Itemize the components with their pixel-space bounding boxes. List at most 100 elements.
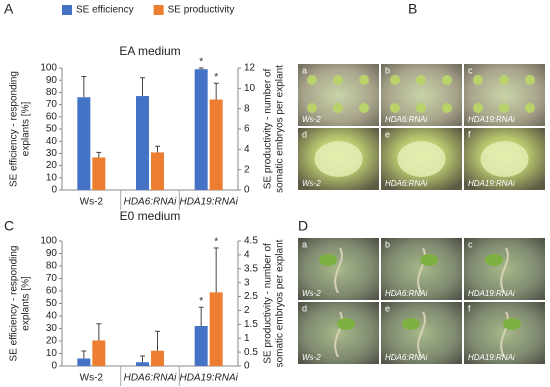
photo-label: HDA6:RNAi bbox=[385, 115, 427, 124]
photo-label: Ws-2 bbox=[302, 115, 321, 124]
bar bbox=[92, 157, 106, 190]
y2-tick-label: 2 bbox=[244, 305, 250, 316]
photo bbox=[381, 64, 462, 126]
y-axis-label: SE efficiency - responding bbox=[9, 246, 20, 362]
photo-letter: d bbox=[302, 303, 307, 313]
x-tick-label: Ws-2 bbox=[80, 197, 104, 208]
bar bbox=[136, 362, 149, 366]
y2-tick-label: 2.5 bbox=[244, 291, 258, 302]
bar bbox=[77, 97, 91, 190]
explant bbox=[525, 103, 535, 113]
photo-letter: a bbox=[302, 65, 307, 75]
y-tick-label: 0 bbox=[51, 185, 57, 196]
chart-title: E0 medium bbox=[120, 209, 181, 223]
y-tick-label: 90 bbox=[46, 75, 58, 86]
seedling bbox=[334, 247, 343, 294]
y-tick-label: 60 bbox=[46, 286, 58, 297]
y2-tick-label: 4.5 bbox=[244, 236, 258, 247]
y2-tick-label: 3 bbox=[244, 277, 250, 288]
photo bbox=[464, 64, 545, 126]
explant bbox=[390, 75, 400, 85]
y-tick-label: 80 bbox=[46, 87, 58, 98]
photo-letter: e bbox=[385, 303, 390, 313]
y2-tick-label: 4 bbox=[244, 144, 250, 155]
explant bbox=[473, 75, 483, 85]
photo-letter: a bbox=[302, 239, 307, 249]
legend-label: SE productivity bbox=[168, 5, 235, 16]
y-tick-label: 90 bbox=[46, 248, 58, 259]
y2-tick-label: 0 bbox=[244, 185, 250, 196]
seedling bbox=[500, 311, 509, 358]
y-tick-label: 0 bbox=[51, 361, 57, 372]
y2-tick-label: 10 bbox=[244, 83, 256, 94]
y2-tick-label: 1.5 bbox=[244, 319, 258, 330]
y-axis-label: explants [%] bbox=[21, 276, 32, 331]
y2-tick-label: 3.5 bbox=[244, 263, 258, 274]
y-tick-label: 50 bbox=[46, 124, 58, 135]
panel-letter: D bbox=[298, 218, 308, 234]
photo-label: HDA6:RNAi bbox=[385, 353, 427, 362]
photo-label: HDA19:RNAi bbox=[468, 115, 515, 124]
x-tick-label: HDA6:RNAi bbox=[124, 373, 178, 384]
panel-letter: B bbox=[408, 1, 417, 17]
bar bbox=[151, 152, 164, 190]
y-tick-label: 30 bbox=[46, 148, 58, 159]
explant bbox=[359, 75, 369, 85]
x-tick-label: Ws-2 bbox=[80, 373, 104, 384]
leaf bbox=[337, 318, 355, 330]
bar bbox=[194, 69, 208, 190]
explant bbox=[442, 75, 452, 85]
y-tick-label: 100 bbox=[40, 236, 57, 247]
explant bbox=[442, 103, 452, 113]
explant bbox=[525, 75, 535, 85]
legend-swatch bbox=[153, 5, 164, 15]
explant bbox=[397, 141, 446, 177]
leaf bbox=[402, 318, 420, 330]
explant bbox=[333, 75, 343, 85]
explant bbox=[473, 103, 483, 113]
y2-axis-label: SE productivity - number of bbox=[263, 68, 274, 189]
y-tick-label: 40 bbox=[46, 136, 58, 147]
y2-tick-label: 2 bbox=[244, 164, 250, 175]
x-tick-label: HDA19:RNAi bbox=[179, 197, 238, 208]
legend-label: SE efficiency bbox=[76, 5, 134, 16]
y-tick-label: 100 bbox=[40, 63, 57, 74]
photo-letter: f bbox=[468, 129, 471, 139]
leaf bbox=[485, 254, 503, 266]
bar bbox=[136, 96, 149, 190]
x-tick-label: HDA6:RNAi bbox=[124, 197, 178, 208]
y2-tick-label: 1 bbox=[244, 333, 250, 344]
y-tick-label: 50 bbox=[46, 298, 58, 309]
y-tick-label: 60 bbox=[46, 111, 58, 122]
explant bbox=[333, 103, 343, 113]
bar bbox=[194, 326, 208, 366]
explant bbox=[390, 103, 400, 113]
significance-label: * bbox=[199, 296, 203, 307]
photo-label: HDA6:RNAi bbox=[385, 289, 427, 298]
bar bbox=[92, 340, 106, 366]
seedling bbox=[334, 311, 343, 358]
y-tick-label: 30 bbox=[46, 323, 58, 334]
explant bbox=[359, 103, 369, 113]
photo-label: HDA19:RNAi bbox=[468, 289, 515, 298]
bar bbox=[209, 99, 223, 190]
photo-letter: e bbox=[385, 129, 390, 139]
y2-axis-label: SE productivity - number of bbox=[263, 243, 274, 364]
photo-label: HDA6:RNAi bbox=[385, 179, 427, 188]
y-tick-label: 20 bbox=[46, 160, 58, 171]
photo-label: Ws-2 bbox=[302, 179, 321, 188]
y2-tick-label: 4 bbox=[244, 250, 250, 261]
legend-swatch bbox=[62, 5, 72, 15]
bar bbox=[209, 292, 223, 366]
seedling bbox=[500, 247, 509, 294]
y-tick-label: 80 bbox=[46, 261, 58, 272]
explant bbox=[416, 103, 426, 113]
bar bbox=[151, 350, 164, 366]
bar bbox=[77, 358, 91, 366]
leaf bbox=[319, 254, 337, 266]
leaf bbox=[503, 318, 521, 330]
y-axis-label: SE efficiency - responding bbox=[9, 71, 20, 187]
y-tick-label: 70 bbox=[46, 273, 58, 284]
photo-label: Ws-2 bbox=[302, 289, 321, 298]
